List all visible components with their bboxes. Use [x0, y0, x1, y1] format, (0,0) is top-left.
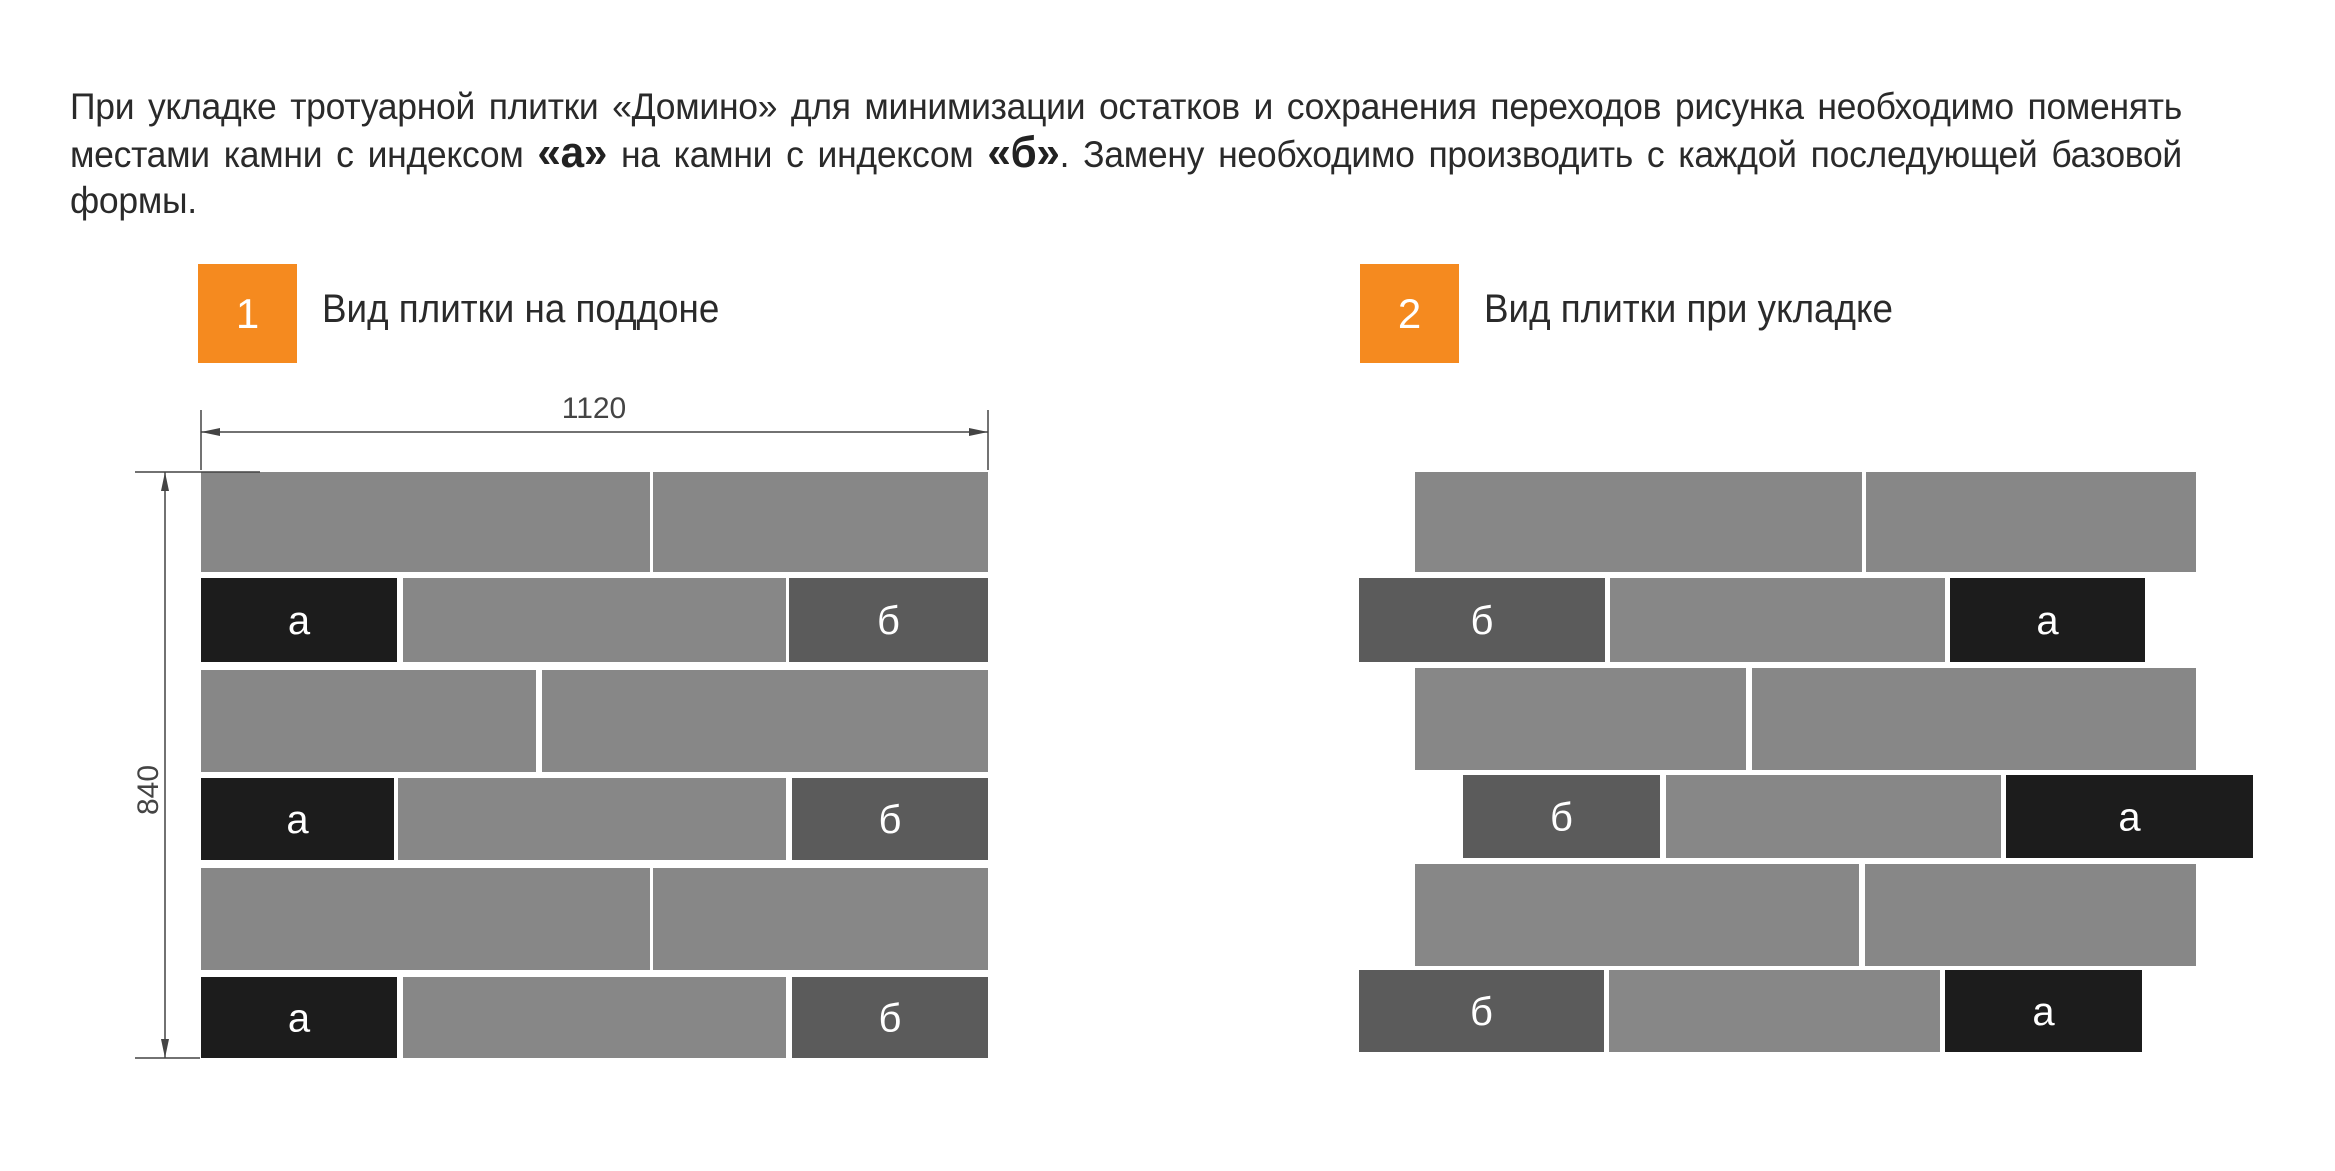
paving-stone — [201, 670, 536, 772]
stone-a — [201, 778, 394, 860]
paving-stone — [201, 472, 650, 572]
intro-part3: . Замену необходимо производить с каждой… — [70, 134, 2182, 221]
paving-stone — [653, 868, 988, 970]
tile-index-label-a: а — [288, 599, 311, 643]
panel2-title: Вид плитки при укладке — [1484, 287, 1893, 331]
tile-index-label-a: а — [286, 798, 309, 842]
stone-a — [2006, 775, 2253, 858]
width-dimension-label: 1120 — [562, 392, 627, 425]
tile-index-label-b: б — [879, 997, 902, 1041]
stone-b — [1359, 578, 1605, 662]
stone-b — [789, 578, 988, 662]
paving-stone — [1415, 472, 1862, 572]
paving-stone — [1666, 775, 2001, 858]
tile-index-label-a: а — [2032, 990, 2055, 1034]
stone-a — [201, 977, 397, 1058]
paving-stone — [542, 670, 988, 772]
paving-stone — [201, 868, 650, 970]
paving-stone — [1865, 864, 2196, 966]
tile-index-label-b: б — [1471, 599, 1494, 643]
stone-a — [201, 578, 397, 662]
paving-stone — [398, 778, 786, 860]
panel1-number-badge: 1 — [198, 264, 297, 363]
tile-index-label-b: б — [1470, 990, 1493, 1034]
paving-stone — [1609, 970, 1940, 1052]
paving-stone — [403, 977, 786, 1058]
tile-index-label-b: б — [879, 798, 902, 842]
panel1-title: Вид плитки на поддоне — [322, 287, 720, 331]
tile-index-label-a: а — [2036, 599, 2059, 643]
tile-index-label-a: а — [288, 997, 311, 1041]
paving-stone — [1752, 668, 2196, 770]
stone-a — [1950, 578, 2145, 662]
dimension-lines — [135, 410, 989, 1059]
intro-key-b: «б» — [987, 128, 1060, 177]
pallet-view-layout: а б а б а б — [201, 472, 988, 1058]
tile-index-label-a: а — [2118, 796, 2141, 840]
tile-index-label-b: б — [877, 599, 900, 643]
paving-stone — [403, 578, 786, 662]
paving-stone — [1866, 472, 2196, 572]
paving-stone — [1415, 864, 1859, 966]
height-dimension-label: 840 — [132, 765, 165, 815]
paving-stone — [1610, 578, 1945, 662]
stone-b — [792, 778, 988, 860]
intro-part1: При укладке тротуарной плитки «Домино» д… — [70, 86, 2182, 175]
laid-view-layout: б а б а б а — [1359, 472, 2253, 1052]
paving-stone — [653, 472, 988, 572]
panel2-number-badge: 2 — [1360, 264, 1459, 363]
stone-b — [792, 977, 988, 1058]
stone-b — [1359, 970, 1604, 1052]
intro-key-a: «а» — [537, 128, 608, 177]
stone-b — [1463, 775, 1660, 858]
intro-text: При укладке тротуарной плитки «Домино» д… — [70, 84, 2182, 224]
intro-part2: на камни с индексом — [607, 134, 988, 175]
paving-stone — [1415, 668, 1746, 770]
tile-index-label-b: б — [1550, 796, 1573, 840]
stone-a — [1945, 970, 2142, 1052]
